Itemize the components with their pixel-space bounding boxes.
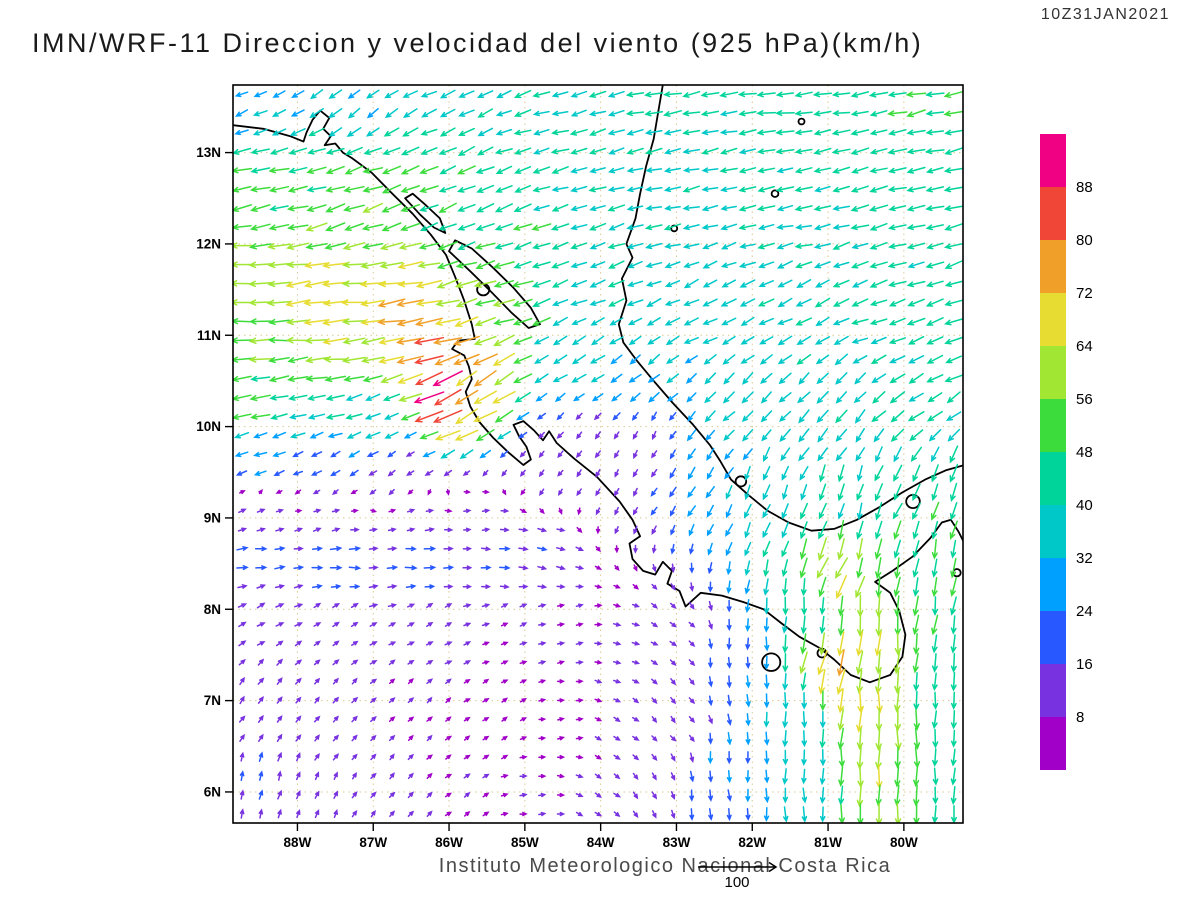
colorbar-segment bbox=[1040, 558, 1066, 611]
colorbar-label: 24 bbox=[1076, 603, 1093, 620]
coastline-path bbox=[233, 109, 963, 684]
y-tick-label: 8N bbox=[204, 602, 221, 617]
x-tick-label: 85W bbox=[511, 835, 539, 850]
colorbar-label: 56 bbox=[1076, 391, 1093, 408]
x-tick-label: 87W bbox=[359, 835, 387, 850]
colorbar-label: 72 bbox=[1076, 285, 1093, 302]
axes: 13N 12N 11N 10N 9N 8N 7N 6N 88W 87W 86W 85W 84W 83W 82… bbox=[196, 84, 964, 850]
colorbar-segment bbox=[1040, 452, 1066, 505]
x-tick-label: 80W bbox=[890, 835, 918, 850]
colorbar-label: 64 bbox=[1076, 338, 1093, 355]
island-san-andres bbox=[770, 189, 780, 198]
colorbar-segment bbox=[1040, 505, 1066, 558]
x-tick-label: 84W bbox=[587, 835, 615, 850]
y-tick-label: 11N bbox=[197, 328, 221, 343]
colorbar-segment bbox=[1040, 611, 1066, 664]
colorbar-label: 16 bbox=[1076, 656, 1093, 673]
coastline-path bbox=[404, 192, 447, 234]
y-tick-label: 9N bbox=[204, 510, 221, 525]
colorbar-segment bbox=[1040, 717, 1066, 770]
colorbar-label: 8 bbox=[1076, 709, 1084, 726]
colorbar-label: 80 bbox=[1076, 232, 1093, 249]
wind-arrows bbox=[233, 89, 963, 823]
island-providencia bbox=[797, 117, 806, 126]
colorbar-segment bbox=[1040, 664, 1066, 717]
island-cebaco bbox=[816, 647, 828, 659]
x-tick-label: 82W bbox=[738, 835, 766, 850]
island-gatun-lake bbox=[905, 493, 921, 509]
colorbar: 8 16 24 32 40 48 56 64 72 80 88 bbox=[1040, 134, 1093, 770]
y-tick-label: 7N bbox=[204, 693, 221, 708]
island-ometepe bbox=[476, 282, 491, 297]
colorbar-segment bbox=[1040, 187, 1066, 240]
colorbar-label: 48 bbox=[1076, 444, 1093, 461]
colorbar-label: 88 bbox=[1076, 179, 1093, 196]
plot-frame bbox=[232, 84, 964, 824]
coastline-path bbox=[448, 239, 541, 329]
footer-caption: Instituto Meteorologico Nacional Costa R… bbox=[438, 855, 892, 877]
x-tick-label: 88W bbox=[284, 835, 312, 850]
y-tick-label: 13N bbox=[196, 145, 221, 160]
coastlines bbox=[233, 85, 963, 684]
island-corn-islands bbox=[670, 224, 679, 233]
colorbar-segment bbox=[1040, 346, 1066, 399]
colorbar-segment bbox=[1040, 293, 1066, 346]
colorbar-label: 32 bbox=[1076, 550, 1093, 567]
colorbar-segment bbox=[1040, 134, 1066, 187]
x-tick-label: 81W bbox=[814, 835, 842, 850]
x-tick-label: 86W bbox=[435, 835, 463, 850]
island-pearl-islands bbox=[952, 568, 962, 578]
island-bocas-del-toro bbox=[734, 475, 748, 488]
x-tick-label: 83W bbox=[663, 835, 691, 850]
colorbar-segment bbox=[1040, 240, 1066, 293]
y-tick-label: 12N bbox=[196, 236, 221, 251]
y-tick-label: 6N bbox=[204, 784, 221, 799]
graticule bbox=[233, 85, 963, 823]
run-timestamp: 10Z31JAN2021 bbox=[1040, 6, 1170, 23]
y-tick-label: 10N bbox=[196, 419, 221, 434]
island-coiba bbox=[761, 652, 782, 672]
colorbar-segment bbox=[1040, 399, 1066, 452]
chart-title: IMN/WRF-11 Direccion y velocidad del vie… bbox=[32, 28, 924, 58]
coastline-path bbox=[617, 85, 963, 532]
colorbar-label: 40 bbox=[1076, 497, 1093, 514]
